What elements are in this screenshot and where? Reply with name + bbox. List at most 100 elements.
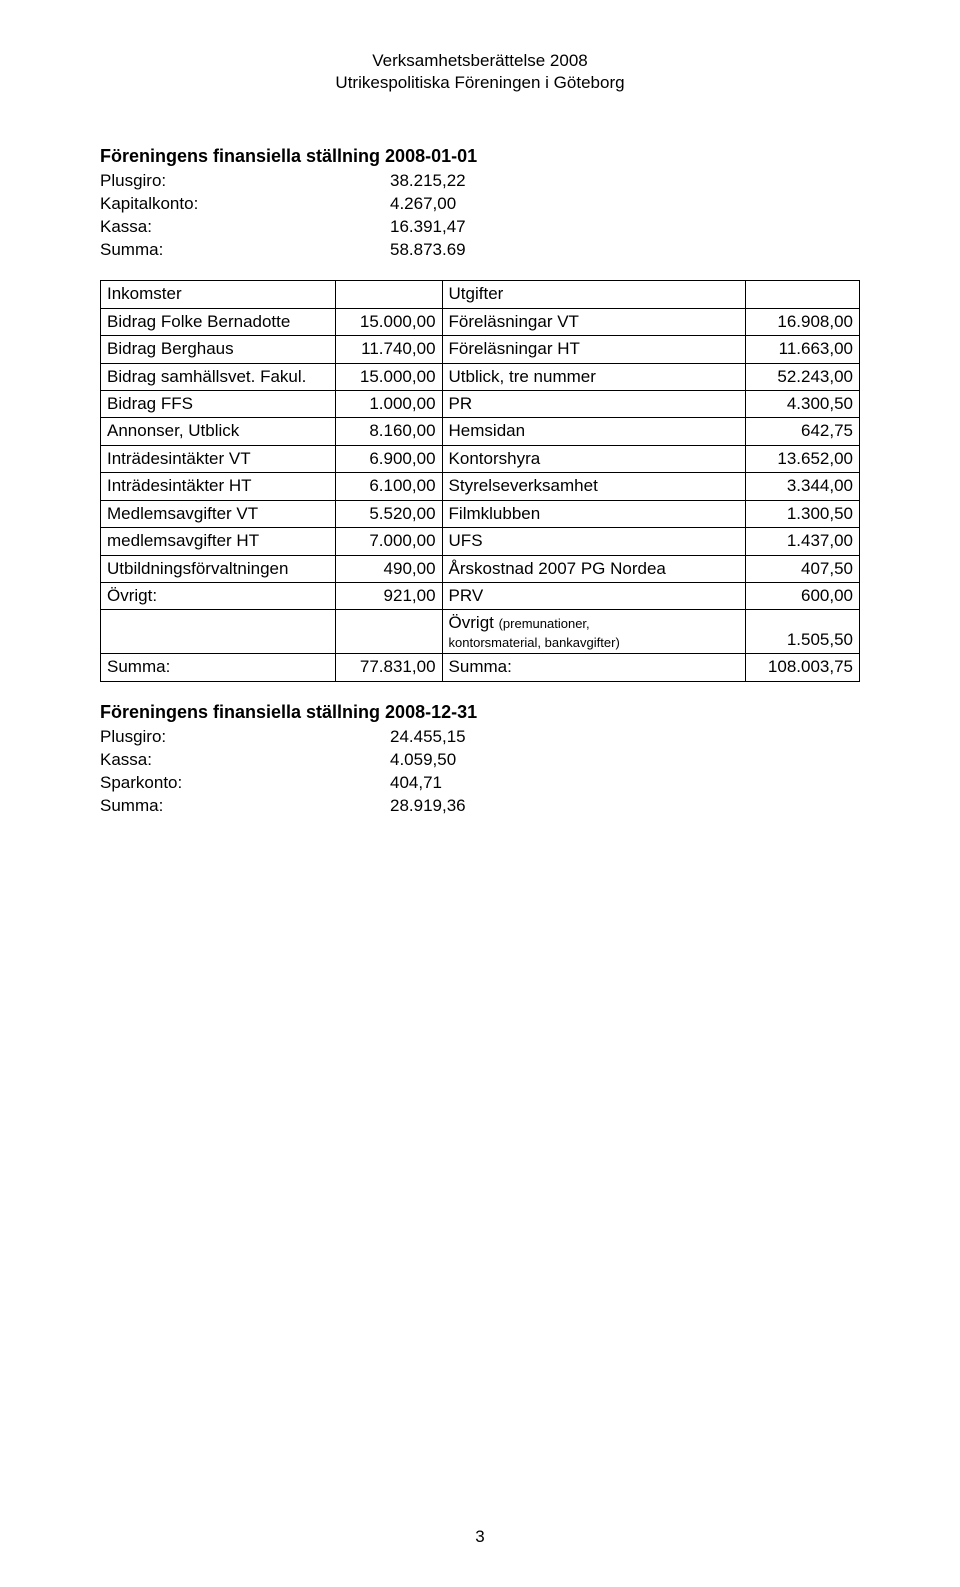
cell-b: 11.740,00	[336, 336, 442, 363]
kv-value: 58.873.69	[390, 239, 466, 262]
cell-a: Medlemsavgifter VT	[101, 500, 336, 527]
cell-b: 15.000,00	[336, 363, 442, 390]
kv-value: 16.391,47	[390, 216, 466, 239]
th-empty	[336, 281, 442, 308]
cell-c: Styrelseverksamhet	[442, 473, 746, 500]
kv-value: 28.919,36	[390, 795, 466, 818]
cell-c: Hemsidan	[442, 418, 746, 445]
cell-a: Inträdesintäkter VT	[101, 445, 336, 472]
cell-c: Föreläsningar VT	[442, 308, 746, 335]
cell-a: Bidrag samhällsvet. Fakul.	[101, 363, 336, 390]
table-row: Bidrag Berghaus11.740,00Föreläsningar HT…	[101, 336, 860, 363]
kv-value: 38.215,22	[390, 170, 466, 193]
table-row: Bidrag Folke Bernadotte15.000,00Föreläsn…	[101, 308, 860, 335]
table-row: Bidrag samhällsvet. Fakul.15.000,00Utbli…	[101, 363, 860, 390]
table-sum-row: Summa: 77.831,00 Summa: 108.003,75	[101, 654, 860, 681]
table-row: Medlemsavgifter VT5.520,00Filmklubben1.3…	[101, 500, 860, 527]
kv-value: 4.059,50	[390, 749, 456, 772]
table-row: Inträdesintäkter VT6.900,00Kontorshyra13…	[101, 445, 860, 472]
cell-c-prem: Övrigt (premunationer, kontorsmaterial, …	[442, 610, 746, 654]
kv-value: 24.455,15	[390, 726, 466, 749]
cell-c: UFS	[442, 528, 746, 555]
th-inkomster: Inkomster	[101, 281, 336, 308]
kv-label: Kapitalkonto:	[100, 193, 390, 216]
page: Verksamhetsberättelse 2008 Utrikespoliti…	[0, 0, 960, 1587]
closing-balance-block: Plusgiro: 24.455,15 Kassa: 4.059,50 Spar…	[100, 726, 860, 818]
cell-d: 11.663,00	[746, 336, 860, 363]
table-row: Inträdesintäkter HT6.100,00Styrelseverks…	[101, 473, 860, 500]
cell-d: 1.437,00	[746, 528, 860, 555]
opening-balance-block: Plusgiro: 38.215,22 Kapitalkonto: 4.267,…	[100, 170, 860, 262]
table-header-row: Inkomster Utgifter	[101, 281, 860, 308]
kv-row: Kapitalkonto: 4.267,00	[100, 193, 860, 216]
header-line-1: Verksamhetsberättelse 2008	[100, 50, 860, 72]
kv-row: Sparkonto: 404,71	[100, 772, 860, 795]
kv-label: Plusgiro:	[100, 170, 390, 193]
sum-b: 77.831,00	[336, 654, 442, 681]
cell-d: 1.300,50	[746, 500, 860, 527]
kv-label: Summa:	[100, 239, 390, 262]
kv-row: Kassa: 16.391,47	[100, 216, 860, 239]
cell-c: Filmklubben	[442, 500, 746, 527]
cell-a: Annonser, Utblick	[101, 418, 336, 445]
cell-a: Övrigt:	[101, 583, 336, 610]
kv-label: Summa:	[100, 795, 390, 818]
cell-c: PRV	[442, 583, 746, 610]
kv-label: Kassa:	[100, 216, 390, 239]
kv-label: Kassa:	[100, 749, 390, 772]
cell-c: Årskostnad 2007 PG Nordea	[442, 555, 746, 582]
cell-b: 5.520,00	[336, 500, 442, 527]
cell-a: Bidrag Berghaus	[101, 336, 336, 363]
cell-c: Föreläsningar HT	[442, 336, 746, 363]
cell-b: 6.900,00	[336, 445, 442, 472]
cell-d: 4.300,50	[746, 390, 860, 417]
cell-a: Inträdesintäkter HT	[101, 473, 336, 500]
cell-d: 16.908,00	[746, 308, 860, 335]
header-line-2: Utrikespolitiska Föreningen i Göteborg	[100, 72, 860, 94]
cell-b: 8.160,00	[336, 418, 442, 445]
cell-a: Utbildningsförvaltningen	[101, 555, 336, 582]
table-row: Utbildningsförvaltningen490,00Årskostnad…	[101, 555, 860, 582]
cell-b: 921,00	[336, 583, 442, 610]
cell-b: 7.000,00	[336, 528, 442, 555]
closing-balance-title: Föreningens finansiella ställning 2008-1…	[100, 700, 860, 724]
cell-a	[101, 610, 336, 654]
cell-d: 3.344,00	[746, 473, 860, 500]
kv-value: 4.267,00	[390, 193, 456, 216]
th-utgifter: Utgifter	[442, 281, 746, 308]
cell-d: 1.505,50	[746, 610, 860, 654]
cell-d: 407,50	[746, 555, 860, 582]
table-row: Annonser, Utblick8.160,00Hemsidan642,75	[101, 418, 860, 445]
cell-c: Kontorshyra	[442, 445, 746, 472]
cell-b: 490,00	[336, 555, 442, 582]
kv-row: Summa: 58.873.69	[100, 239, 860, 262]
sum-c: Summa:	[442, 654, 746, 681]
kv-value: 404,71	[390, 772, 442, 795]
kv-row: Plusgiro: 24.455,15	[100, 726, 860, 749]
cell-b: 1.000,00	[336, 390, 442, 417]
table-row: Övrigt:921,00PRV600,00	[101, 583, 860, 610]
table-row: medlemsavgifter HT7.000,00UFS1.437,00	[101, 528, 860, 555]
cell-a: medlemsavgifter HT	[101, 528, 336, 555]
cell-b: 6.100,00	[336, 473, 442, 500]
cell-c: Utblick, tre nummer	[442, 363, 746, 390]
kv-row: Plusgiro: 38.215,22	[100, 170, 860, 193]
cell-a: Bidrag FFS	[101, 390, 336, 417]
page-header: Verksamhetsberättelse 2008 Utrikespoliti…	[100, 50, 860, 94]
spacer	[100, 682, 860, 700]
sum-a: Summa:	[101, 654, 336, 681]
prem-main: Övrigt	[449, 613, 499, 632]
cell-c: PR	[442, 390, 746, 417]
cell-d: 600,00	[746, 583, 860, 610]
cell-d: 13.652,00	[746, 445, 860, 472]
opening-balance-title: Föreningens finansiella ställning 2008-0…	[100, 144, 860, 168]
page-number: 3	[0, 1527, 960, 1547]
kv-row: Summa: 28.919,36	[100, 795, 860, 818]
cell-d: 52.243,00	[746, 363, 860, 390]
kv-label: Sparkonto:	[100, 772, 390, 795]
cell-d: 642,75	[746, 418, 860, 445]
prem-sub1: (premunationer,	[499, 616, 590, 631]
cell-a: Bidrag Folke Bernadotte	[101, 308, 336, 335]
th-empty	[746, 281, 860, 308]
prem-sub2: kontorsmaterial, bankavgifter)	[449, 635, 740, 651]
